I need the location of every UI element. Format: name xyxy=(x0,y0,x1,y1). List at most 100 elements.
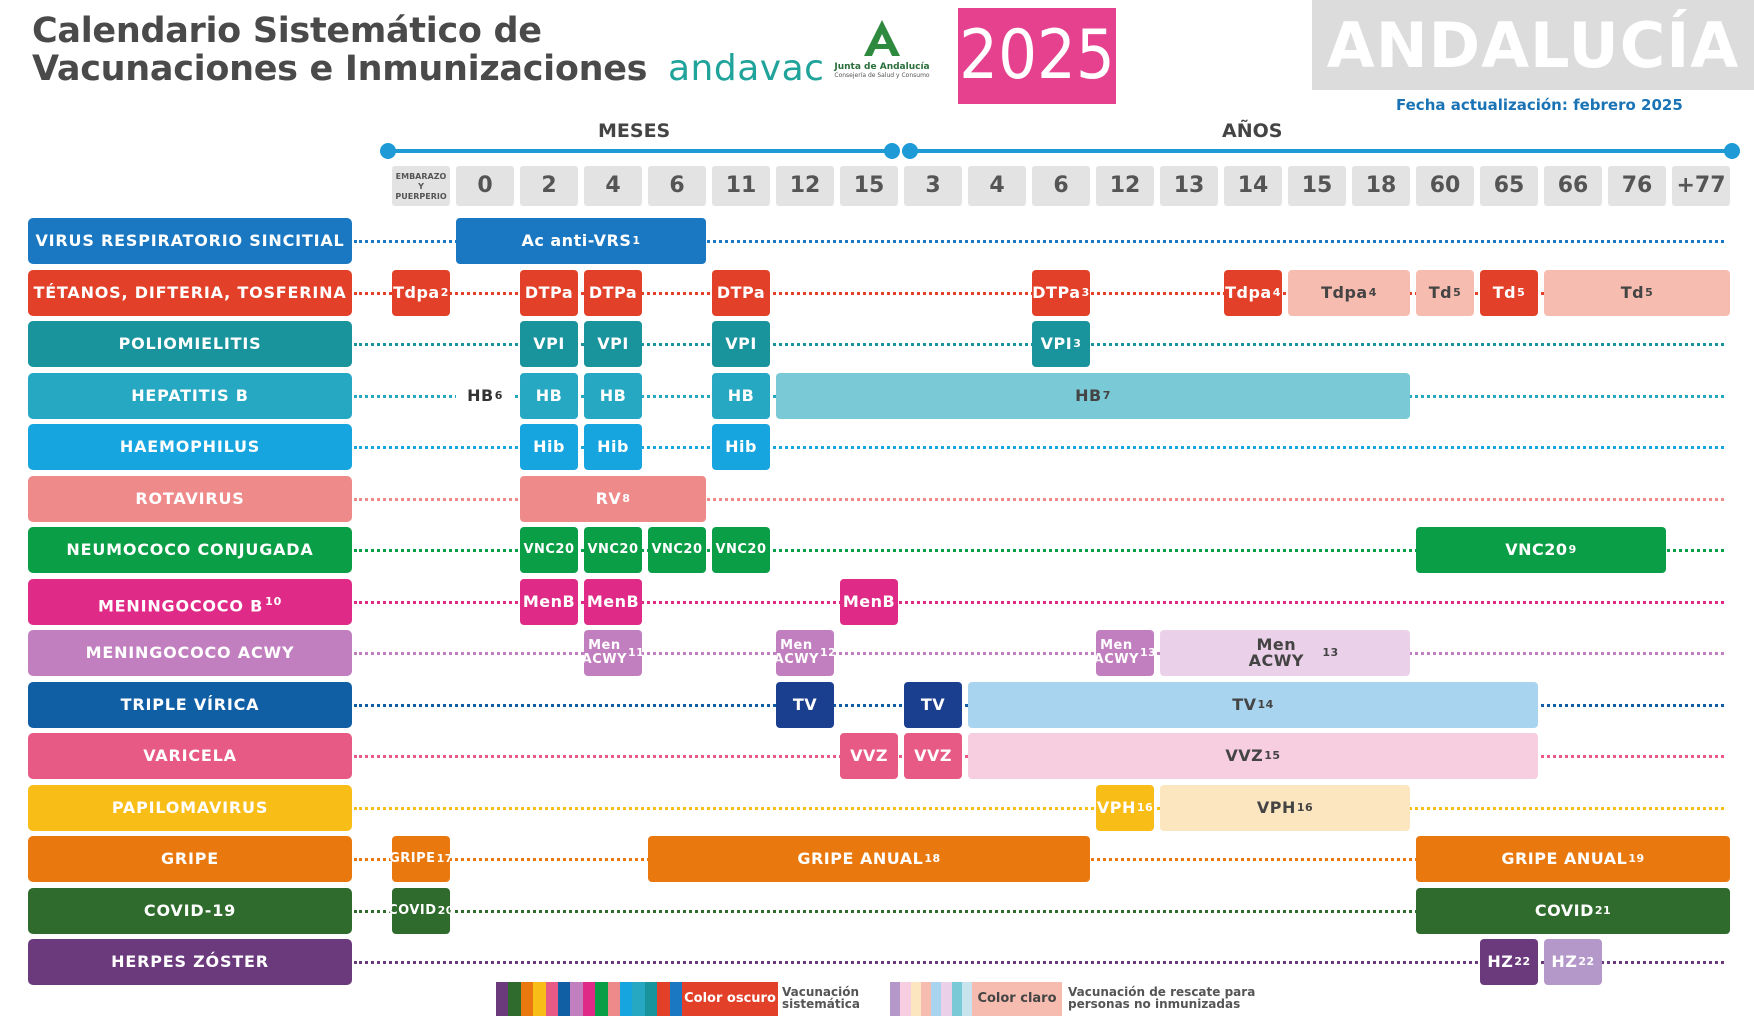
vaccine-dose-block: VNC20 9 xyxy=(1416,527,1666,573)
legend-color-swatch xyxy=(520,982,534,1016)
vaccine-label-text: HEPATITIS B xyxy=(131,385,249,405)
vaccine-dose-block: Td 5 xyxy=(1544,269,1730,316)
junta-logo-subtext: Consejería de Salud y Consumo xyxy=(834,72,930,79)
vaccine-dose-block: HB 7 xyxy=(776,372,1410,419)
vaccine-label: TRIPLE VÍRICA xyxy=(28,681,352,728)
vaccine-label-text: VIRUS RESPIRATORIO SINCITIAL xyxy=(35,231,345,250)
dose-text: Men ACWY xyxy=(581,638,628,667)
dose-text: Men ACWY xyxy=(1093,638,1140,667)
dose-text: DTPa xyxy=(716,282,766,302)
vaccine-label: MENINGOCOCO ACWY xyxy=(28,630,352,676)
vaccine-label-text: COVID-19 xyxy=(143,900,237,920)
vaccine-label-text: TRIPLE VÍRICA xyxy=(120,694,260,714)
vaccine-dose-block: GRIPE ANUAL 19 xyxy=(1416,836,1730,882)
dose-text: VPI xyxy=(533,334,565,353)
vaccine-label: PAPILOMAVIRUS xyxy=(28,784,352,831)
dose-text: VVZ xyxy=(1225,746,1264,765)
vaccine-label: COVID-19 xyxy=(28,887,352,934)
vaccine-dose-block: DTPa 3 xyxy=(1032,269,1090,316)
years-timeline xyxy=(908,149,1732,153)
legend-color-swatch xyxy=(657,982,670,1016)
age-column-header: 3 xyxy=(904,166,962,206)
age-column-header: 66 xyxy=(1544,166,1602,206)
age-column-header: 65 xyxy=(1480,166,1538,206)
dose-text: Td xyxy=(1428,282,1453,302)
vaccine-dose-block: HB xyxy=(584,372,642,419)
age-column-header: 15 xyxy=(1288,166,1346,206)
legend-color-swatch xyxy=(607,982,621,1016)
vaccine-dose-block: Tdpa 4 xyxy=(1288,269,1410,316)
dose-text: COVID xyxy=(1534,900,1594,920)
dose-text: TV xyxy=(920,694,946,714)
dose-text: VPH xyxy=(1096,797,1136,817)
age-column-header: 6 xyxy=(648,166,706,206)
dose-text: VNC20 xyxy=(651,542,703,557)
dose-text: Men ACWY xyxy=(1248,635,1305,670)
vaccine-dose-block: VNC20 xyxy=(520,527,578,573)
row-dotted-line xyxy=(354,961,1724,964)
row-dotted-line xyxy=(354,240,1724,243)
age-column-header: 76 xyxy=(1608,166,1666,206)
years-label: AÑOS xyxy=(1222,120,1283,142)
vaccine-label-text: ROTAVIRUS xyxy=(135,488,245,508)
vaccine-label-text: NEUMOCOCO CONJUGADA xyxy=(66,540,314,559)
dose-text: DTPa xyxy=(588,282,638,302)
vaccine-dose-block: Men ACWY 11 xyxy=(581,630,644,676)
dark-color-legend: Color oscuro xyxy=(682,982,778,1016)
row-dotted-line xyxy=(354,497,1724,501)
dose-text: COVID xyxy=(388,902,437,918)
vaccine-label: MENINGOCOCO B 10 xyxy=(28,578,352,625)
vaccine-dose-block: VNC20 xyxy=(648,527,706,573)
dark-desc-line-2: sistemática xyxy=(782,997,860,1011)
dose-text: VVZ xyxy=(914,746,952,765)
vaccine-dose-block: VPI 3 xyxy=(1032,321,1090,367)
vaccine-dose-block: Td 5 xyxy=(1416,269,1474,316)
legend-color-swatch xyxy=(570,982,583,1016)
vaccine-label-text: MENINGOCOCO ACWY xyxy=(85,643,295,662)
vaccine-label-text: VARICELA xyxy=(143,746,237,765)
vaccine-dose-block: VNC20 xyxy=(712,527,770,573)
legend-color-swatch xyxy=(669,982,683,1016)
vaccine-label: HEPATITIS B xyxy=(28,372,352,419)
dose-text: TV xyxy=(1232,694,1257,714)
vaccine-label: GRIPE xyxy=(28,836,352,882)
dose-text: MenB xyxy=(522,591,576,611)
months-timeline xyxy=(386,149,892,153)
vaccine-dose-block: COVID 21 xyxy=(1416,887,1730,934)
vaccine-dose-block: Hib xyxy=(712,424,770,470)
age-column-header: +77 xyxy=(1672,166,1730,206)
dose-text: Tdpa xyxy=(1321,282,1368,302)
age-column-header: 12 xyxy=(776,166,834,206)
year-badge: 2025 xyxy=(958,8,1116,104)
vaccine-dose-block: HZ 22 xyxy=(1544,939,1602,985)
vaccine-dose-block: TV xyxy=(776,681,834,728)
legend-color-swatch xyxy=(890,982,901,1016)
vaccine-dose-block: VVZ 15 xyxy=(968,733,1538,779)
dose-text: Tdpa xyxy=(393,282,440,302)
vaccine-label: TÉTANOS, DIFTERIA, TOSFERINA xyxy=(28,269,352,316)
dose-text: Hib xyxy=(725,437,757,456)
legend-color-swatch xyxy=(558,982,571,1016)
legend-color-swatch xyxy=(632,982,645,1016)
dose-text: VNC20 xyxy=(523,542,575,557)
vaccine-dose-block: VPI xyxy=(520,321,578,367)
dose-text: VNC20 xyxy=(1505,540,1568,559)
dark-desc-line-1: Vacunación xyxy=(782,985,860,999)
age-column-header: 11 xyxy=(712,166,770,206)
dose-text: HB xyxy=(1075,385,1102,405)
vaccine-dose-block: Men ACWY 12 xyxy=(774,630,836,676)
vaccine-dose-block: Hib xyxy=(520,424,578,470)
age-column-header: 0 xyxy=(456,166,514,206)
age-column-header: 13 xyxy=(1160,166,1218,206)
vaccine-dose-block: COVID 20 xyxy=(388,887,453,934)
vaccine-dose-block: MenB xyxy=(520,578,578,625)
timeline-dot xyxy=(902,143,918,159)
legend-color-swatch xyxy=(951,982,962,1016)
dose-text: VPI xyxy=(725,334,757,353)
legend-color-swatch xyxy=(496,982,509,1016)
page-title: Calendario Sistemático de Vacunaciones e… xyxy=(32,12,647,88)
vaccine-label-text: HERPES ZÓSTER xyxy=(111,952,269,971)
dose-text: Tdpa xyxy=(1225,282,1272,302)
age-column-header: 12 xyxy=(1096,166,1154,206)
dose-text: Hib xyxy=(533,437,565,456)
